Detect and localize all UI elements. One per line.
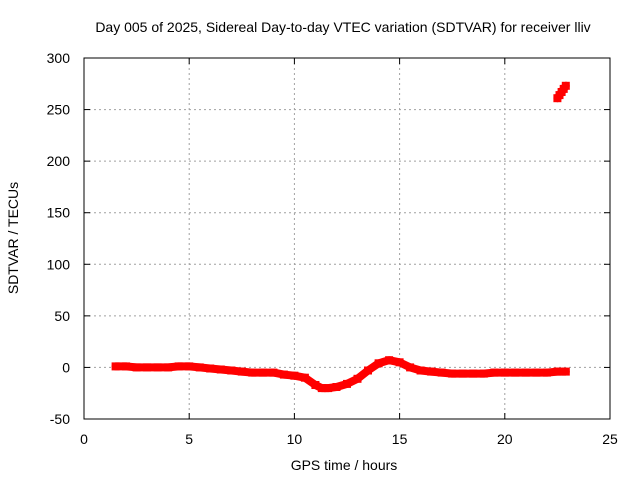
data-point [532, 368, 541, 377]
y-tick-label: 50 [54, 308, 70, 324]
data-point [132, 363, 141, 372]
data-point [353, 374, 362, 383]
data-point [111, 362, 120, 371]
data-point [364, 366, 372, 375]
data-point [122, 362, 131, 371]
data-point [385, 356, 394, 365]
data-point [542, 368, 551, 377]
data-point [427, 367, 436, 376]
data-point [216, 365, 225, 374]
data-point [143, 363, 152, 372]
data-point [153, 363, 162, 372]
data-point [437, 368, 446, 377]
data-point [448, 369, 457, 378]
x-tick-label: 20 [497, 431, 513, 447]
x-tick-label: 0 [80, 431, 88, 447]
data-point [248, 368, 257, 377]
data-point [469, 369, 478, 378]
y-tick-label: 100 [47, 256, 71, 272]
data-point [332, 383, 341, 391]
data-point [521, 368, 530, 377]
data-point [490, 368, 499, 377]
data-point [324, 384, 333, 393]
x-tick-label: 15 [392, 431, 408, 447]
data-point [416, 366, 425, 375]
x-tick-label: 25 [602, 431, 618, 447]
data-point [458, 369, 467, 378]
plot-border [83, 57, 611, 420]
data-point [164, 363, 173, 372]
y-tick-label: 200 [47, 153, 71, 169]
data-point [269, 368, 278, 377]
data-point [343, 379, 351, 388]
y-tick-label: -50 [50, 411, 70, 427]
x-tick-label: 5 [185, 431, 193, 447]
data-point [406, 363, 415, 372]
data-point [395, 358, 404, 367]
y-tick-label: 300 [47, 50, 71, 66]
y-tick-label: 150 [47, 205, 71, 221]
data-point [311, 381, 320, 389]
data-point [553, 367, 562, 376]
x-axis-ticks: 0 5 10 15 20 25 [80, 58, 618, 447]
x-axis-label: GPS time / hours [291, 457, 398, 473]
data-point [174, 362, 183, 371]
data-point [206, 364, 215, 373]
chart-title: Day 005 of 2025, Sidereal Day-to-day VTE… [95, 19, 590, 35]
y-axis-ticks: -50 0 50 100 150 200 250 300 [47, 50, 610, 427]
y-axis-label: SDTVAR / TECUs [5, 182, 21, 294]
data-point [258, 368, 267, 377]
data-point [479, 369, 488, 378]
data-point [561, 81, 570, 90]
data-point [195, 363, 204, 372]
gridlines [84, 58, 610, 419]
data-point [300, 373, 309, 382]
data-point [290, 371, 299, 380]
data-series [111, 81, 570, 393]
data-point [561, 367, 570, 376]
data-point [500, 368, 509, 377]
data-point [511, 368, 520, 377]
data-point [317, 384, 326, 393]
data-point [374, 359, 383, 368]
x-tick-label: 10 [287, 431, 303, 447]
data-point [279, 370, 288, 379]
data-point [237, 367, 246, 376]
y-tick-label: 250 [47, 102, 71, 118]
y-tick-label: 0 [62, 359, 70, 375]
data-point [185, 362, 194, 371]
data-point [227, 366, 236, 375]
